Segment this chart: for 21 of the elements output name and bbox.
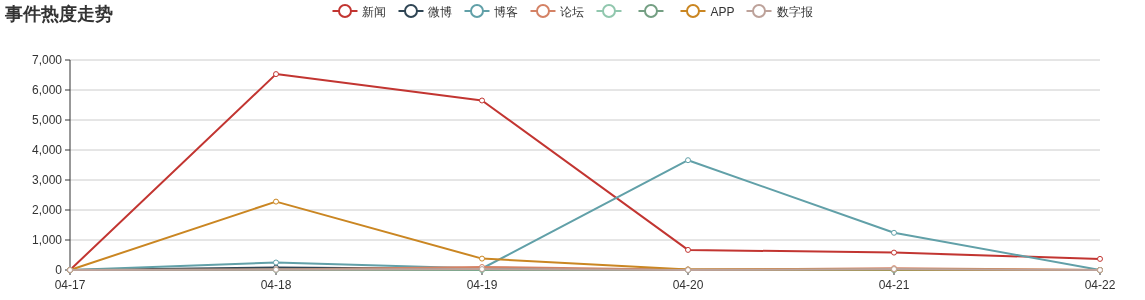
x-tick-label: 04-18 — [260, 278, 292, 292]
y-tick-label: 1,000 — [31, 233, 63, 247]
legend-label: 博客 — [494, 4, 519, 19]
x-tick-label: 04-22 — [1084, 278, 1116, 292]
legend-label: 数字报 — [776, 4, 813, 19]
y-tick-label: 4,000 — [31, 143, 63, 157]
y-tick-label: 2,000 — [31, 203, 63, 217]
x-tick-label: 04-20 — [672, 278, 704, 292]
chart-title: 事件热度走势 — [4, 4, 113, 24]
x-tick-label: 04-21 — [878, 278, 910, 292]
legend-label: 微博 — [428, 4, 453, 19]
x-tick-label: 04-19 — [466, 278, 498, 292]
x-tick-label: 04-17 — [54, 278, 86, 292]
legend-label: APP — [710, 4, 735, 19]
y-tick-label: 5,000 — [31, 113, 63, 127]
y-tick-label: 7,000 — [31, 53, 63, 67]
y-tick-label: 6,000 — [31, 83, 63, 97]
y-tick-label: 0 — [55, 263, 63, 277]
legend-label: 新闻 — [362, 4, 387, 19]
y-tick-label: 3,000 — [31, 173, 63, 187]
legend-label: 论坛 — [560, 4, 585, 19]
